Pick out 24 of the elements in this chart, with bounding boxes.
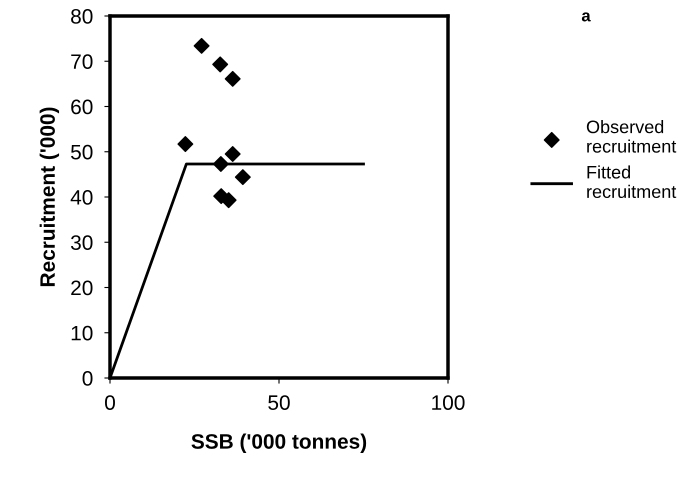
point <box>224 146 241 162</box>
y-tick-label: 60 <box>71 100 93 114</box>
point <box>194 38 210 54</box>
point <box>224 70 241 87</box>
point <box>177 136 194 152</box>
y-tick-label: 0 <box>82 371 93 386</box>
point <box>234 169 251 186</box>
point <box>220 192 237 208</box>
x-tick-label: 100 <box>432 395 465 410</box>
legend-label: Fitted recruitment <box>587 165 676 198</box>
legend-label: Observed recruitment <box>586 120 676 153</box>
y-tick-label: 40 <box>70 190 93 205</box>
x-tick-label: 50 <box>268 395 290 410</box>
y-tick-label: 50 <box>70 144 93 160</box>
y-tick-label: 10 <box>72 326 93 341</box>
y-axis-title: Recruitment ('000) <box>40 108 60 286</box>
y-tick-label: 80 <box>71 9 93 24</box>
y-tick-label: 20 <box>71 280 93 296</box>
text: a <box>582 12 591 22</box>
y-tick-label: 30 <box>70 235 93 250</box>
x-tick-label: 0 <box>105 395 115 410</box>
x-axis-title: SSB ('000 tonnes) <box>191 434 366 453</box>
point <box>212 56 228 72</box>
y-tick-label: 70 <box>71 54 93 70</box>
